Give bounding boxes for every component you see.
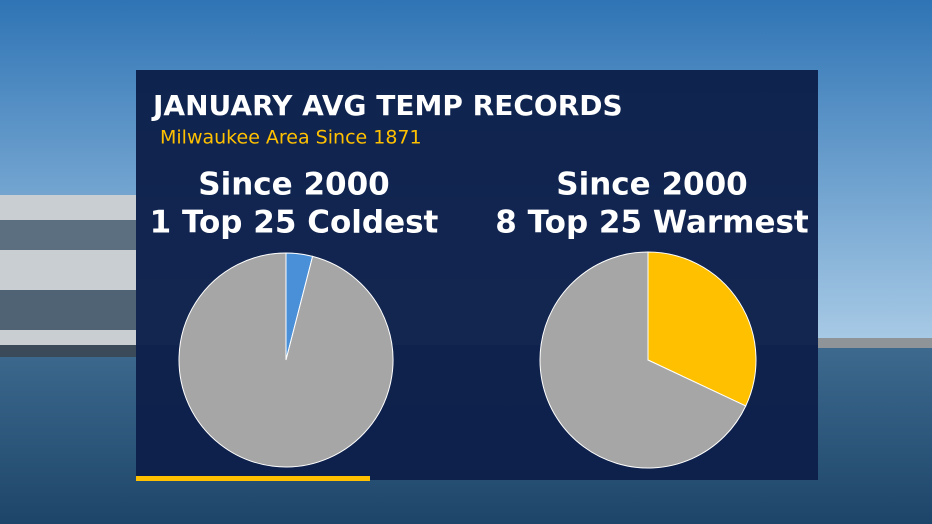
accent-bar <box>136 476 370 481</box>
title: JANUARY AVG TEMP RECORDS <box>151 89 623 122</box>
pie-slice <box>539 251 747 469</box>
building <box>0 195 136 357</box>
breakwater <box>818 338 932 348</box>
pie-slice <box>178 252 394 468</box>
chart-title: Since 2000 <box>198 167 390 203</box>
chart-subtitle: 1 Top 25 Coldest <box>150 205 439 241</box>
pie-slice <box>647 251 757 407</box>
chart-subtitle: 8 Top 25 Warmest <box>495 205 809 241</box>
subtitle: Milwaukee Area Since 1871 <box>160 127 422 149</box>
chart-title: Since 2000 <box>556 167 748 203</box>
